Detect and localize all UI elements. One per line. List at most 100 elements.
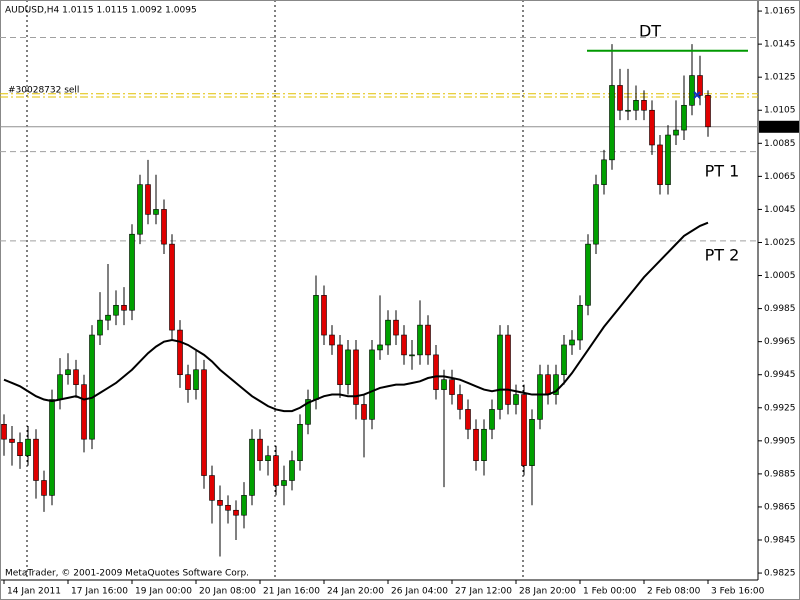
candle-body: [457, 394, 463, 410]
candle-body: [345, 349, 351, 385]
candle-body: [609, 85, 615, 161]
candle-body: [9, 438, 15, 443]
y-tick-label: 1.0145: [764, 40, 796, 50]
candle-body: [617, 85, 623, 111]
candle-body: [89, 334, 95, 440]
candle-body: [217, 500, 223, 506]
candle-body: [177, 329, 183, 376]
y-tick-label: 1.0045: [764, 205, 796, 215]
candle-body: [569, 339, 575, 346]
y-tick-label: 0.9945: [764, 370, 796, 380]
candle-body: [473, 428, 479, 461]
candle-body: [545, 374, 551, 395]
candle-body: [633, 100, 639, 111]
candle-body: [137, 184, 143, 235]
candle-body: [241, 495, 247, 516]
candle-body: [625, 109, 631, 112]
candle-body: [17, 442, 23, 457]
candle-body: [481, 428, 487, 461]
candle-body: [201, 369, 207, 476]
x-tick-label: 14 Jan 2011: [7, 587, 61, 597]
candle-body: [585, 243, 591, 306]
moving-average: [3, 221, 709, 413]
candle-body: [705, 95, 711, 128]
y-tick-label: 1.0025: [764, 238, 796, 248]
footer: MetaTrader, © 2001-2009 MetaQuotes Softw…: [5, 569, 249, 579]
candle-body: [185, 374, 191, 390]
candle-body: [169, 243, 175, 331]
candle-body: [65, 369, 71, 376]
candle-body: [409, 354, 415, 357]
x-tick-label: 26 Jan 04:00: [391, 587, 448, 597]
candle-body: [49, 399, 55, 496]
x-tick-label: 28 Jan 20:00: [519, 587, 576, 597]
candle-body: [649, 109, 655, 146]
y-tick-label: 0.9905: [764, 436, 796, 446]
candle-body: [513, 394, 519, 405]
y-tick-label: 0.9825: [764, 569, 796, 579]
candle-body: [441, 379, 447, 390]
y-tick-label: 0.9925: [764, 403, 796, 413]
candle-body: [233, 509, 239, 516]
candle-body: [361, 404, 367, 420]
candle-body: [417, 324, 423, 356]
candle-body: [601, 159, 607, 185]
candle-body: [329, 334, 335, 346]
x-tick-label: 27 Jan 12:00: [455, 587, 512, 597]
candle-body: [273, 455, 279, 486]
candle-body: [401, 334, 407, 356]
candle-body: [497, 334, 503, 410]
candle-body: [553, 374, 559, 395]
candle-body: [73, 369, 79, 385]
order-marker: [693, 91, 701, 99]
candle-body: [641, 100, 647, 111]
candle-body: [209, 475, 215, 501]
y-tick-label: 1.0065: [764, 172, 796, 182]
annotation: PT 1: [705, 162, 740, 181]
candle-body: [377, 344, 383, 351]
y-tick-label: 0.9985: [764, 304, 796, 314]
x-tick-label: 2 Feb 08:00: [647, 587, 701, 597]
y-tick-label: 0.9845: [764, 536, 796, 546]
candle-body: [313, 295, 319, 400]
candle-body: [281, 480, 287, 486]
candle-body: [81, 384, 87, 440]
y-tick-label: 1.0085: [764, 139, 796, 149]
candle-body: [561, 344, 567, 376]
candle-body: [593, 184, 599, 245]
candle-body: [193, 369, 199, 390]
x-tick-label: 20 Jan 08:00: [199, 587, 256, 597]
candle-body: [537, 374, 543, 420]
candle-body: [657, 144, 663, 185]
candle-body: [665, 134, 671, 185]
y-tick-label: 0.9885: [764, 469, 796, 479]
candle-body: [449, 379, 455, 395]
candle-body: [465, 409, 471, 430]
annotation: DT: [639, 22, 661, 41]
y-tick-label: 1.0005: [764, 271, 796, 281]
candle-body: [129, 233, 135, 311]
candle-body: [393, 319, 399, 336]
candle-body: [305, 399, 311, 425]
candle-body: [321, 295, 327, 336]
x-tick-label: 21 Jan 16:00: [263, 587, 320, 597]
candle-body: [25, 438, 31, 457]
chart-title: AUDUSD,H4 1.0115 1.0115 1.0092 1.0095: [5, 6, 197, 16]
candle-body: [97, 319, 103, 336]
candle-body: [385, 319, 391, 346]
candle-body: [521, 394, 527, 466]
candle-body: [57, 374, 63, 400]
candle-body: [1, 423, 7, 440]
annotation: PT 2: [705, 246, 740, 265]
candle-body: [153, 209, 159, 215]
candle-body: [577, 304, 583, 341]
candle-body: [289, 460, 295, 481]
x-tick-label: 1 Feb 00:00: [583, 587, 637, 597]
order-label: #30028732 sell: [8, 86, 79, 96]
y-tick-label: 1.0165: [764, 7, 796, 17]
candle-body: [257, 438, 263, 461]
candle-body: [425, 324, 431, 356]
y-tick-label: 1.0125: [764, 73, 796, 83]
